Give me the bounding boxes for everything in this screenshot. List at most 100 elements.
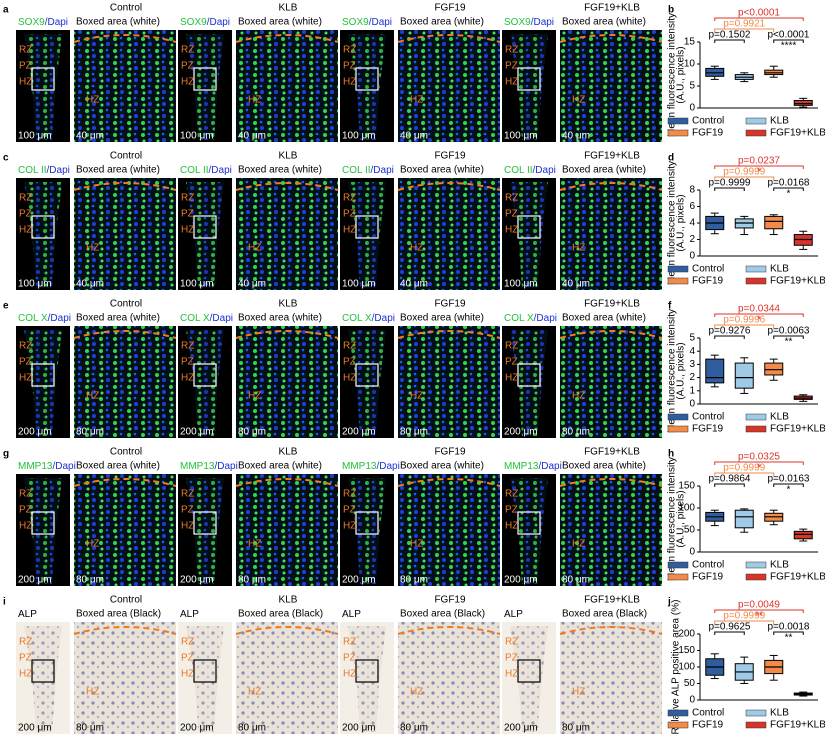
- zone-label: HZ: [86, 539, 99, 550]
- zone-border: [559, 34, 663, 43]
- dapi-label: /Dapi: [52, 461, 75, 472]
- zone-label: PZ: [343, 505, 356, 516]
- legend-label: FGF19: [692, 572, 724, 583]
- zone-border: [397, 182, 501, 191]
- zoom-box: [193, 215, 217, 239]
- zoom-box: [31, 67, 55, 91]
- significance-stars: ****: [781, 41, 797, 52]
- scale-zoom: 80 μm: [76, 723, 104, 734]
- box: [793, 100, 813, 106]
- stain-label: COL II/Dapi: [342, 165, 394, 176]
- zoom-image: [236, 474, 338, 586]
- zone-border: [235, 626, 339, 635]
- box: [734, 509, 754, 529]
- zone-label: PZ: [505, 209, 518, 220]
- zone-label: RZ: [505, 193, 518, 204]
- zoom-box: [31, 511, 55, 535]
- zone-label: PZ: [505, 357, 518, 368]
- zoom-box: [517, 511, 541, 535]
- zone-label: HZ: [410, 243, 423, 254]
- zone-label: RZ: [181, 341, 194, 352]
- boxed-label: Boxed area (white): [238, 165, 322, 176]
- dapi-label: /Dapi: [533, 165, 556, 176]
- dapi-label: /Dapi: [372, 313, 395, 324]
- scale-zoom: 40 μm: [562, 131, 590, 142]
- zone-label: HZ: [343, 669, 356, 680]
- scale-overview: 100 μm: [504, 131, 538, 142]
- stain-name: COL X: [342, 313, 372, 324]
- zone-label: HZ: [181, 521, 194, 532]
- zone-label: RZ: [505, 45, 518, 56]
- box: [793, 530, 813, 540]
- zoom-image: [236, 30, 338, 142]
- boxed-label: Boxed area (white): [76, 17, 160, 28]
- scale-zoom: 80 μm: [76, 427, 104, 438]
- comparison-bracket: [773, 39, 804, 43]
- scale-overview: 200 μm: [342, 427, 376, 438]
- zone-label: HZ: [410, 391, 423, 402]
- zone-label: HZ: [19, 521, 32, 532]
- stain-label: SOX9/Dapi: [504, 17, 554, 28]
- panel-letter: j: [667, 597, 671, 608]
- y-tick-label: 0: [689, 103, 695, 114]
- box: [705, 358, 725, 384]
- stain-label: ALP: [180, 609, 199, 620]
- zone-label: RZ: [19, 637, 32, 648]
- significance-stars: **: [785, 633, 793, 644]
- p-value: p=0.9999: [723, 611, 765, 622]
- zoom-box: [517, 363, 541, 387]
- scale-overview: 200 μm: [504, 427, 538, 438]
- y-tick-label: 150: [678, 481, 695, 492]
- comparison-bracket: [773, 483, 804, 487]
- y-axis-label: Mean fluorescence intensity: [667, 457, 678, 581]
- legend-label: FGF19+KLB: [770, 276, 825, 287]
- panel-letter: f: [668, 301, 672, 312]
- boxed-label: Boxed area (white): [76, 461, 160, 472]
- zone-label: RZ: [181, 45, 194, 56]
- zone-label: HZ: [343, 225, 356, 236]
- dapi-label: /Dapi: [534, 313, 557, 324]
- zone-label: HZ: [505, 373, 518, 384]
- p-value: p=0.0063: [768, 326, 810, 337]
- zone-label: HZ: [248, 243, 261, 254]
- stain-name: MMP13: [342, 461, 377, 472]
- zone-label: PZ: [505, 653, 518, 664]
- boxed-label: Boxed area (Black): [562, 609, 647, 620]
- significance-stars: *: [787, 189, 791, 200]
- y-tick-label: 200: [678, 629, 695, 640]
- stain-name: MMP13: [18, 461, 53, 472]
- stain-name: ALP: [342, 609, 361, 620]
- zone-label: PZ: [343, 209, 356, 220]
- dapi-label: /Dapi: [45, 17, 68, 28]
- legend-label: KLB: [770, 412, 789, 423]
- scale-zoom: 40 μm: [238, 131, 266, 142]
- group-name: FGF19+KLB: [584, 299, 640, 310]
- comparison-bracket: [714, 461, 804, 465]
- y-tick-label: 3: [689, 359, 695, 370]
- legend-label: Control: [692, 412, 724, 423]
- scale-overview: 100 μm: [18, 131, 52, 142]
- legend-swatch: [667, 129, 689, 137]
- zone-label: HZ: [572, 539, 585, 550]
- y-tick-label: 0: [689, 695, 695, 706]
- zone-label: PZ: [181, 61, 194, 72]
- group-name: Control: [110, 595, 142, 606]
- zoom-image: [236, 178, 338, 290]
- stain-name: SOX9: [180, 17, 207, 28]
- scale-zoom: 40 μm: [400, 279, 428, 290]
- y-tick-label: 150: [678, 645, 695, 656]
- legend-swatch: [667, 265, 689, 273]
- stain-label: SOX9/Dapi: [180, 17, 230, 28]
- zone-border: [73, 626, 177, 635]
- box: [764, 215, 784, 230]
- zone-label: HZ: [19, 373, 32, 384]
- legend-swatch: [667, 573, 689, 581]
- zone-label: HZ: [572, 243, 585, 254]
- zone-label: PZ: [505, 505, 518, 516]
- zone-label: PZ: [19, 505, 32, 516]
- box: [734, 362, 754, 389]
- zoom-box: [517, 67, 541, 91]
- dapi-label: /Dapi: [47, 165, 70, 176]
- bone-shape: [348, 182, 386, 288]
- scale-overview: 100 μm: [504, 279, 538, 290]
